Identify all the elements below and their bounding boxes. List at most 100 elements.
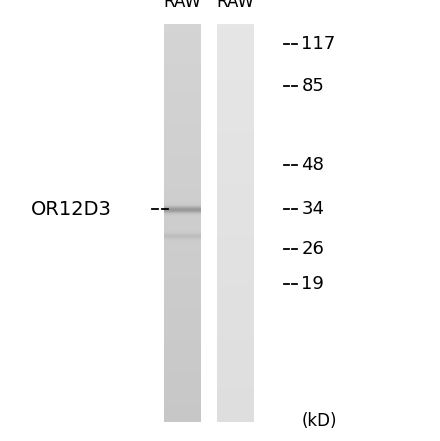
Bar xyxy=(164,64,202,68)
Bar xyxy=(164,60,202,64)
Bar xyxy=(164,401,202,406)
Bar xyxy=(164,370,202,374)
Bar xyxy=(164,385,202,390)
Bar xyxy=(164,216,202,217)
Bar xyxy=(217,159,254,164)
Bar xyxy=(217,127,254,132)
Bar xyxy=(164,167,202,172)
Bar xyxy=(164,306,202,310)
Bar xyxy=(164,68,202,72)
Bar xyxy=(164,237,202,238)
Bar xyxy=(217,143,254,148)
Bar xyxy=(164,236,202,237)
Bar xyxy=(164,88,202,92)
Bar xyxy=(164,262,202,267)
Bar xyxy=(164,215,202,219)
Bar xyxy=(217,338,254,342)
Bar xyxy=(217,195,254,199)
Bar xyxy=(164,270,202,275)
Bar xyxy=(164,254,202,259)
Bar xyxy=(164,326,202,330)
Bar xyxy=(164,207,202,208)
Bar xyxy=(164,233,202,234)
Bar xyxy=(217,243,254,247)
Bar xyxy=(217,393,254,398)
Bar xyxy=(164,314,202,318)
Text: RAW: RAW xyxy=(216,0,254,11)
Bar xyxy=(164,302,202,306)
Bar xyxy=(217,108,254,112)
Bar xyxy=(217,120,254,124)
Bar xyxy=(217,362,254,366)
Bar xyxy=(217,36,254,41)
Bar xyxy=(164,366,202,370)
Bar xyxy=(164,214,202,215)
Bar xyxy=(217,314,254,318)
Bar xyxy=(164,243,202,247)
Bar xyxy=(164,209,202,210)
Bar xyxy=(164,205,202,206)
Bar xyxy=(217,183,254,187)
Bar xyxy=(164,212,202,213)
Bar xyxy=(217,389,254,394)
Bar xyxy=(217,350,254,354)
Bar xyxy=(217,366,254,370)
Bar xyxy=(164,206,202,207)
Bar xyxy=(164,207,202,211)
Bar xyxy=(217,215,254,219)
Bar xyxy=(217,358,254,362)
Bar xyxy=(217,139,254,144)
Bar xyxy=(164,204,202,205)
Bar xyxy=(217,409,254,414)
Bar xyxy=(164,131,202,136)
Bar xyxy=(164,230,202,231)
Bar xyxy=(217,32,254,37)
Bar xyxy=(217,282,254,287)
Bar xyxy=(164,274,202,279)
Bar xyxy=(217,262,254,267)
Bar xyxy=(217,88,254,92)
Bar xyxy=(164,241,202,242)
Bar xyxy=(217,92,254,96)
Bar xyxy=(217,52,254,56)
Bar xyxy=(217,286,254,291)
Bar xyxy=(164,239,202,240)
Bar xyxy=(217,104,254,108)
Bar xyxy=(217,68,254,72)
Bar xyxy=(164,213,202,214)
Bar xyxy=(217,223,254,227)
Bar xyxy=(217,199,254,203)
Bar xyxy=(164,374,202,378)
Bar xyxy=(164,183,202,187)
Bar xyxy=(164,282,202,287)
Bar xyxy=(217,342,254,346)
Bar xyxy=(217,274,254,279)
Text: 117: 117 xyxy=(301,35,336,53)
Bar xyxy=(217,76,254,80)
Bar xyxy=(164,207,202,208)
Bar xyxy=(164,232,202,233)
Bar xyxy=(164,237,202,238)
Bar xyxy=(164,405,202,410)
Bar xyxy=(217,123,254,128)
Bar xyxy=(217,207,254,211)
Text: 26: 26 xyxy=(301,240,324,258)
Bar xyxy=(217,247,254,251)
Bar xyxy=(217,24,254,29)
Bar xyxy=(164,350,202,354)
Bar xyxy=(164,32,202,37)
Bar xyxy=(217,354,254,358)
Text: OR12D3: OR12D3 xyxy=(31,200,112,219)
Bar xyxy=(164,108,202,112)
Bar xyxy=(217,270,254,275)
Text: 19: 19 xyxy=(301,276,324,293)
Bar xyxy=(164,135,202,140)
Text: (kD): (kD) xyxy=(301,412,337,430)
Bar xyxy=(164,397,202,402)
Bar xyxy=(164,127,202,132)
Bar xyxy=(164,217,202,218)
Bar xyxy=(164,354,202,358)
Bar xyxy=(217,167,254,172)
Bar xyxy=(217,239,254,243)
Text: RAW: RAW xyxy=(164,0,202,11)
